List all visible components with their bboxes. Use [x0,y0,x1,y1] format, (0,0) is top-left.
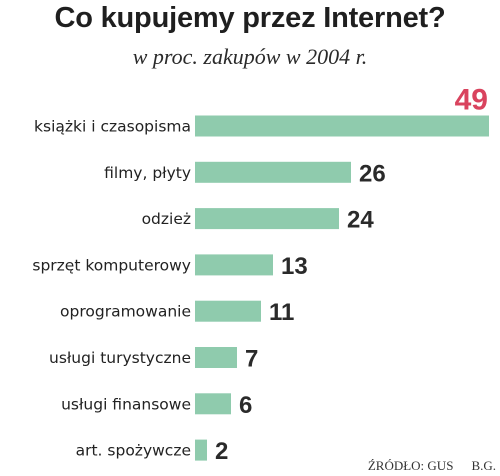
bar-uslugi-finansowe [195,393,231,415]
category-label-uslugi-finansowe: usługi finansowe [61,395,191,413]
category-label-sprzet-komputerowy: sprzęt komputerowy [32,256,191,274]
value-label-ksiazki-i-czasopisma: 49 [455,84,488,117]
value-label-sprzet-komputerowy: 13 [281,253,308,280]
category-label-oprogramowanie: oprogramowanie [60,303,191,321]
category-label-uslugi-turystyczne: usługi turystyczne [49,349,191,367]
source-note: ŹRÓDŁO: GUS B.G. [368,458,496,474]
category-label-art-spozywcze: art. spożywcze [76,442,191,460]
chart-subtitle: w proc. zakupów w 2004 r. [132,44,368,69]
source-text: ŹRÓDŁO: GUS [367,458,454,473]
value-label-filmy-plyty: 26 [359,160,386,187]
bar-ksiazki-i-czasopisma [195,115,489,137]
bar-odziez [195,208,339,230]
bar-uslugi-turystyczne [195,347,237,368]
value-label-art-spozywcze: 2 [215,438,228,465]
bar-sprzet-komputerowy [195,254,273,276]
value-label-uslugi-turystyczne: 7 [245,346,258,373]
value-label-oprogramowanie: 11 [269,299,294,326]
chart-title: Co kupujemy przez Internet? [54,2,446,34]
bar-art-spozywcze [195,439,207,461]
category-label-filmy-plyty: filmy, płyty [104,164,191,182]
author-initials: B.G. [471,458,496,473]
bar-oprogramowanie [195,300,261,322]
value-label-odziez: 24 [347,207,374,234]
category-label-ksiazki-i-czasopisma: książki i czasopisma [34,118,191,136]
value-label-uslugi-finansowe: 6 [239,392,252,419]
category-label-odziez: odzież [142,210,191,228]
bar-filmy-plyty [195,161,351,183]
